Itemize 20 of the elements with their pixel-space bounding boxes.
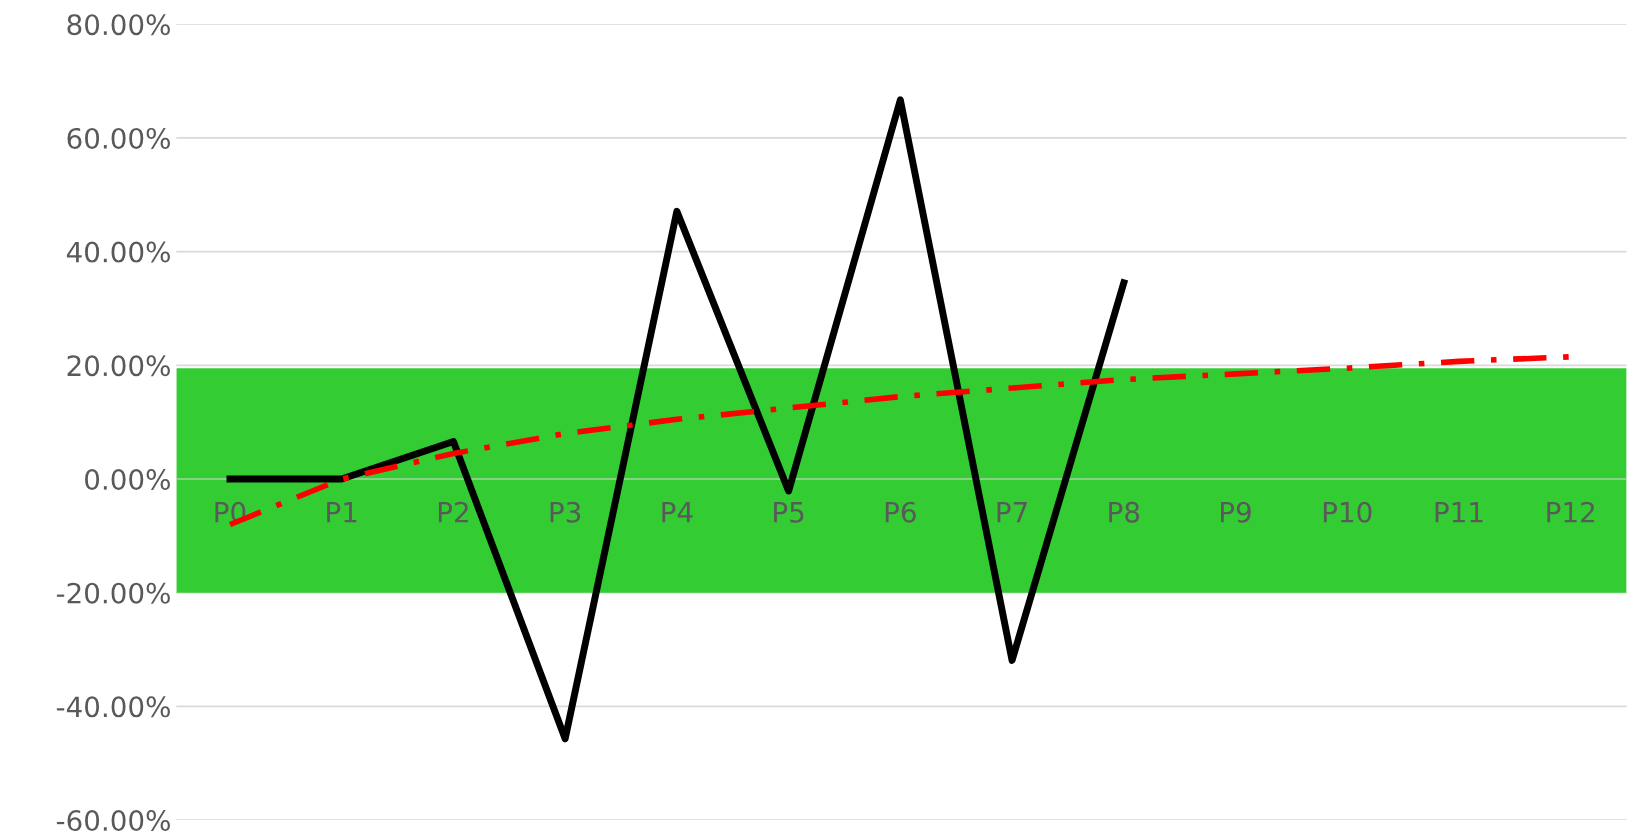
y-tick-label: 20.00% xyxy=(67,355,170,377)
y-tick-label: 80.00% xyxy=(67,14,170,36)
y-tick-label: -40.00% xyxy=(56,696,170,718)
y-tick-label: 0.00% xyxy=(85,468,170,490)
y-tick-label: -20.00% xyxy=(56,582,170,604)
x-tick-label: P12 xyxy=(1547,501,1594,523)
x-tick-label: P6 xyxy=(885,501,916,523)
x-tick-label: P1 xyxy=(327,502,357,523)
x-tick-label: P5 xyxy=(774,502,804,523)
x-tick-label: P10 xyxy=(1323,501,1372,523)
y-tick-label: 60.00% xyxy=(67,127,170,149)
x-tick-label: P8 xyxy=(1109,501,1140,523)
x-tick-label: P3 xyxy=(550,501,581,523)
x-tick-label: P7 xyxy=(997,502,1027,523)
x-tick-label: P9 xyxy=(1221,501,1251,523)
y-tick-label: -60.00% xyxy=(56,810,170,832)
x-tick-label: P2 xyxy=(438,501,468,523)
x-tick-label: P4 xyxy=(662,502,693,523)
x-tick-label: P11 xyxy=(1435,502,1483,523)
y-tick-label: 40.00% xyxy=(66,241,170,263)
